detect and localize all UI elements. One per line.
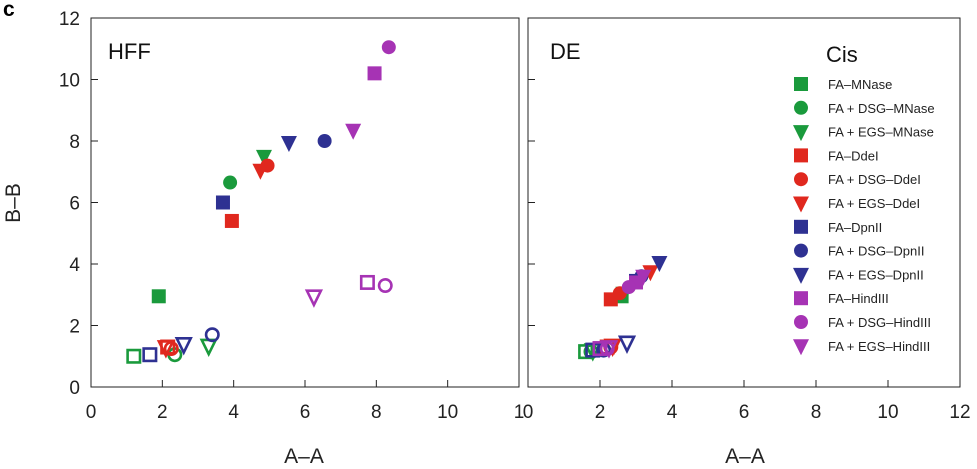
legend-label: FA–DpnII: [828, 220, 882, 235]
point-square: [151, 289, 166, 304]
x-tick-label: 0: [523, 402, 534, 423]
legend-title: Cis: [826, 42, 858, 67]
point-open-triangle: [304, 289, 324, 308]
legend-label: FA–HindIII: [828, 291, 889, 306]
point-triangle: [345, 123, 362, 140]
x-tick-label: 10: [877, 402, 898, 423]
legend-label: FA + EGS–MNase: [828, 125, 934, 140]
y-tick-label: 6: [69, 194, 80, 215]
legend-entries: FA–MNase FA + DSG–MNase FA + EGS–MNase FA–D…: [793, 77, 935, 356]
point-triangle: [280, 136, 297, 153]
x-tick-label: 1: [514, 402, 525, 423]
legend-marker-triangle: [793, 267, 809, 284]
point-open-triangle: [617, 335, 637, 354]
x-tick-label: 2: [595, 402, 606, 423]
legend-entry: FA + EGS–DdeI: [793, 196, 920, 213]
legend-marker-circle: [794, 172, 808, 187]
panel-title-hff: HFF: [108, 39, 151, 64]
point-triangle: [252, 163, 269, 180]
y-axis-label: B–B: [2, 183, 25, 223]
legend-entry: FA–DpnII: [794, 219, 882, 235]
legend-marker-circle: [794, 100, 808, 115]
points-hff: [126, 40, 396, 364]
legend-entry: FA–HindIII: [794, 291, 889, 306]
y-tick-label: 8: [69, 132, 80, 153]
points-de: [578, 255, 668, 362]
legend-marker-circle: [794, 243, 808, 258]
point-triangle: [635, 269, 652, 286]
point-circle: [621, 280, 636, 295]
x-tick-label: 2: [157, 402, 168, 423]
x-tick-label: 0: [86, 402, 97, 423]
legend-marker-square: [794, 77, 808, 91]
x-tick-label: 4: [667, 402, 678, 423]
legend-entry: FA + DSG–DpnII: [794, 243, 924, 259]
point-open-square: [126, 348, 142, 364]
point-open-square: [359, 274, 375, 290]
x-axis-label-hff: A–A: [284, 445, 324, 468]
legend-entry: FA + EGS–HindIII: [793, 339, 930, 356]
legend-entry: FA–DdeI: [794, 148, 879, 163]
x-tick-label: 6: [739, 402, 750, 423]
point-square: [215, 195, 230, 210]
legend-entry: FA + EGS–DpnII: [793, 267, 924, 284]
legend: Cis FA–MNase FA + DSG–MNase FA + EGS–MNase…: [793, 42, 935, 356]
legend-entry: FA + DSG–MNase: [794, 100, 935, 116]
point-triangle: [642, 265, 659, 282]
legend-entry: FA–MNase: [794, 77, 892, 92]
legend-entry: FA + DSG–DdeI: [794, 172, 921, 187]
point-open-triangle: [174, 337, 193, 356]
y-tick-label: 4: [69, 255, 80, 276]
y-tick-label: 2: [69, 317, 80, 338]
legend-marker-triangle: [793, 196, 809, 213]
x-tick-label: 12: [949, 402, 970, 423]
x-tick-label: 10: [437, 402, 458, 423]
legend-label: FA + EGS–HindIII: [828, 339, 930, 354]
x-tick-label: 8: [811, 402, 822, 423]
legend-marker-square: [794, 291, 808, 306]
point-open-triangle: [599, 340, 619, 359]
point-square: [367, 66, 382, 81]
point-circle: [223, 175, 238, 190]
point-circle: [381, 40, 396, 55]
x-tick-label: 4: [228, 402, 239, 423]
y-tick-label: 10: [59, 71, 80, 92]
panel-letter: c: [3, 0, 15, 21]
x-tick-label: 8: [371, 402, 382, 423]
chart-de: DE 0 2 4 6 8 10 12 A–A: [523, 17, 971, 468]
legend-label: FA + EGS–DdeI: [828, 196, 920, 211]
legend-label: FA + EGS–DpnII: [828, 267, 924, 282]
x-tick-label: 6: [300, 402, 311, 423]
legend-marker-triangle: [793, 339, 809, 356]
legend-entry: FA + DSG–HindIII: [794, 315, 931, 330]
point-triangle: [255, 149, 272, 166]
point-triangle: [651, 255, 668, 272]
legend-label: FA–DdeI: [828, 148, 879, 163]
point-open-circle: [377, 278, 393, 294]
point-open-square: [142, 347, 158, 363]
legend-marker-triangle: [793, 125, 809, 142]
legend-label: FA + DSG–HindIII: [828, 315, 931, 330]
y-tick-label: 12: [59, 9, 80, 30]
legend-label: FA + DSG–DpnII: [828, 244, 924, 259]
point-square: [224, 213, 239, 228]
legend-entry: FA + EGS–MNase: [793, 125, 934, 142]
y-tick-label: 0: [69, 378, 80, 399]
axis-ticks-de: 0 2 4 6 8 10 12: [523, 17, 971, 423]
legend-label: FA + DSG–DdeI: [828, 172, 921, 187]
legend-marker-square: [794, 148, 808, 163]
legend-label: FA–MNase: [828, 77, 892, 92]
plot-frame-hff: [90, 17, 520, 388]
point-open-circle: [204, 327, 220, 343]
point-circle: [317, 134, 332, 148]
legend-marker-circle: [794, 315, 808, 329]
panel-title-de: DE: [550, 39, 581, 64]
legend-label: FA + DSG–MNase: [828, 101, 935, 116]
x-axis-label-de: A–A: [725, 445, 765, 468]
legend-marker-square: [794, 219, 808, 234]
point-open-triangle: [156, 340, 175, 359]
